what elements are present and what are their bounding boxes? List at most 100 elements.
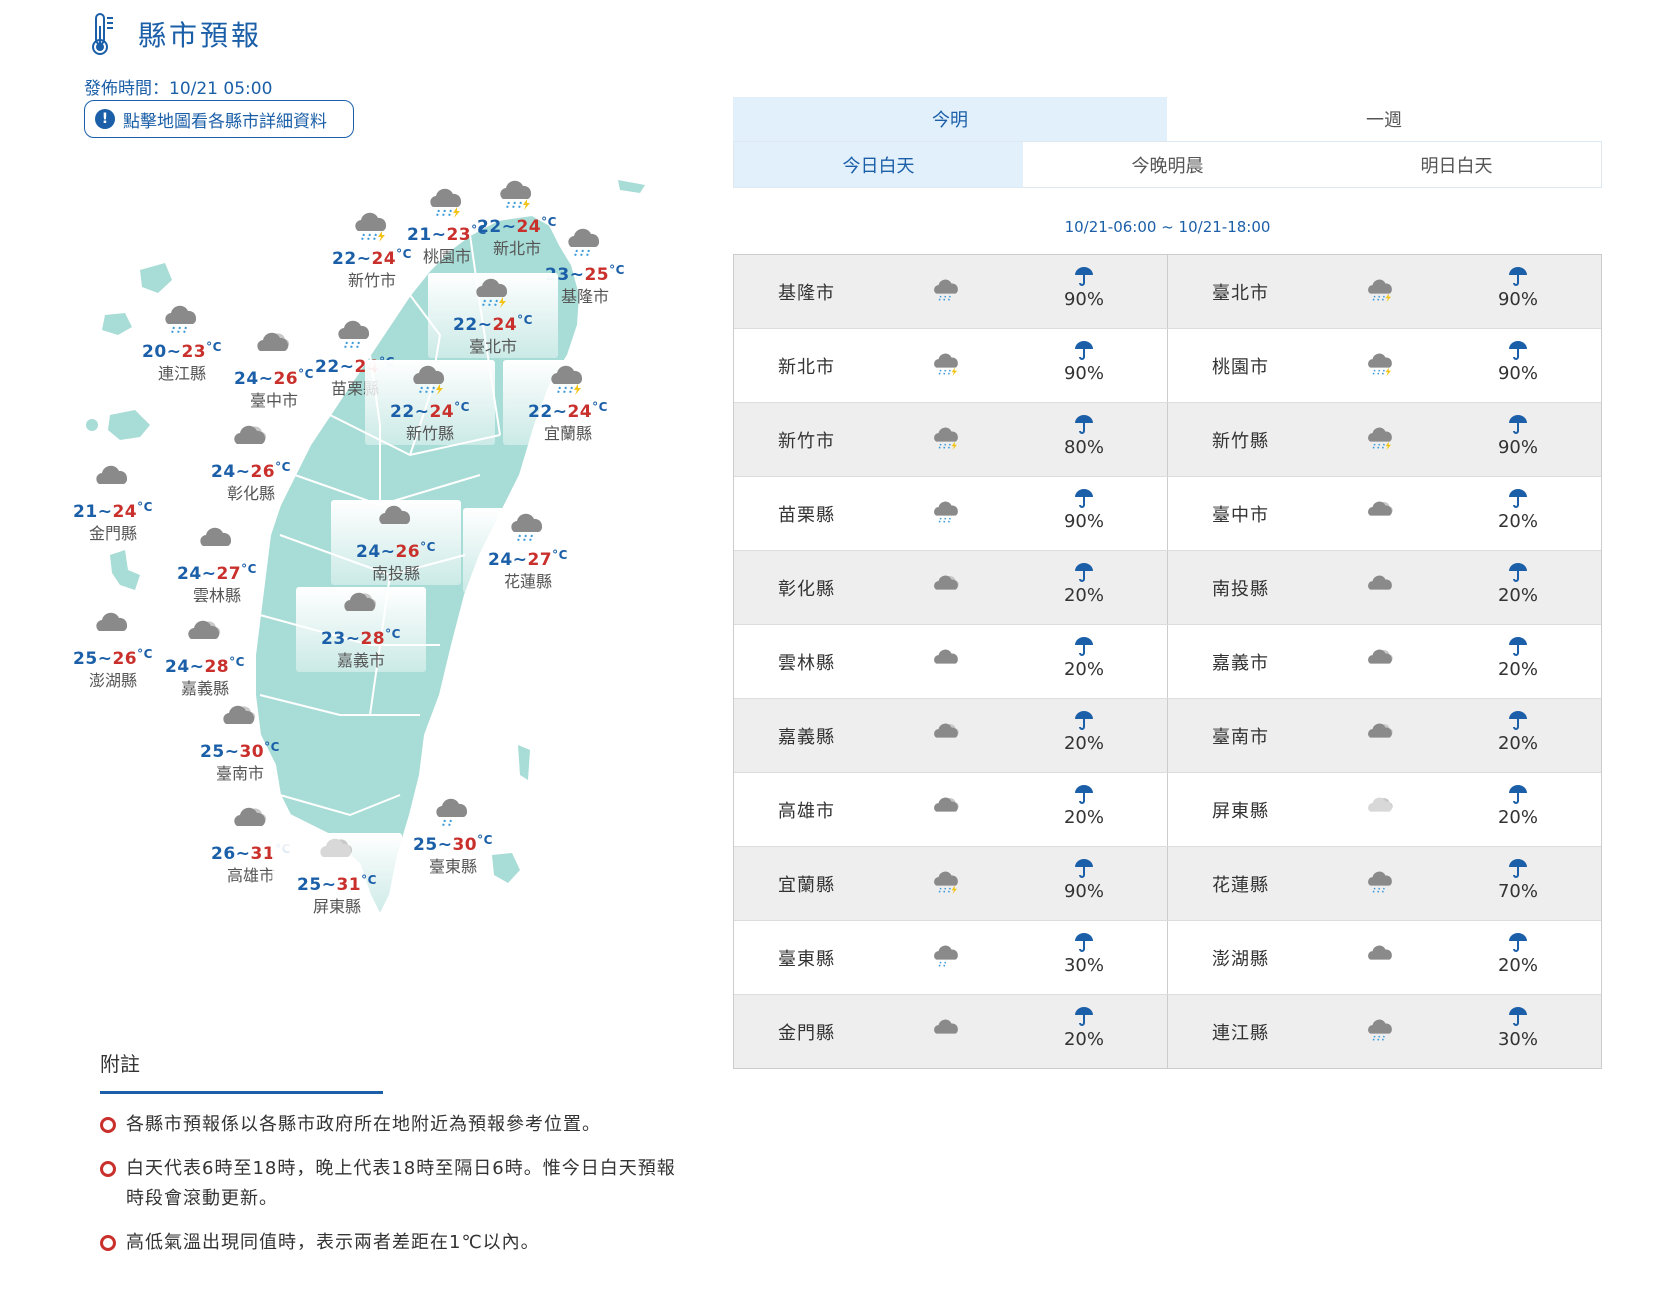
rain-probability: 20% — [1488, 487, 1548, 535]
rain-percent: 20% — [1497, 659, 1538, 680]
umbrella-icon — [1073, 857, 1095, 879]
forecast-cell[interactable]: 屏東縣 20% — [1167, 773, 1601, 846]
temp-sep: ~ — [339, 357, 355, 377]
umbrella-icon — [1073, 339, 1095, 361]
rain-probability: 20% — [1488, 709, 1548, 757]
map-city-temp: 25~31°C — [272, 869, 402, 896]
degree-c: °C — [275, 460, 291, 474]
note-text: 白天代表6時至18時，晚上代表18時至隔日6時。惟今日白天預報時段會滾動更新。 — [126, 1158, 676, 1209]
temp-low: 22 — [453, 315, 478, 335]
map-city-forecast[interactable]: 25~31°C 屏東縣 — [272, 833, 402, 918]
cloudy-icon — [930, 719, 964, 747]
map-city-forecast[interactable]: 22~24°C 新北市 — [452, 175, 582, 260]
forecast-cell[interactable]: 高雄市 20% — [734, 773, 1167, 846]
forecast-cell[interactable]: 雲林縣 20% — [734, 625, 1167, 698]
rain-probability: 20% — [1054, 1005, 1114, 1053]
temp-low: 22 — [477, 217, 502, 237]
map-city-name: 嘉義市 — [336, 651, 385, 670]
cloudy-icon — [1364, 719, 1398, 747]
map-city-name: 澎湖縣 — [88, 671, 137, 690]
tab-today-tomorrow[interactable]: 今明 — [733, 97, 1167, 141]
overcast-icon — [91, 460, 135, 496]
forecast-cell[interactable]: 臺中市 20% — [1167, 477, 1601, 550]
forecast-cell[interactable]: 新竹市 80% — [734, 403, 1167, 476]
city-name: 新北市 — [778, 357, 835, 378]
rain-percent: 20% — [1497, 733, 1538, 754]
forecast-cell[interactable]: 臺北市 90% — [1167, 255, 1601, 328]
map-city-name: 基隆市 — [560, 287, 609, 306]
rain-thunder-icon — [930, 423, 964, 451]
map-city-forecast[interactable]: 22~24°C 臺北市 — [428, 273, 558, 358]
rain-probability: 90% — [1488, 265, 1548, 313]
temp-sep: ~ — [321, 875, 337, 895]
temp-low: 25 — [73, 649, 98, 669]
map-city-forecast[interactable]: 21~24°C 金門縣 — [48, 460, 178, 545]
rain-icon — [930, 275, 964, 303]
forecast-cell[interactable]: 澎湖縣 20% — [1167, 921, 1601, 994]
degree-c: °C — [137, 500, 153, 514]
forecast-cell[interactable]: 新北市 90% — [734, 329, 1167, 402]
cloudy-icon — [252, 327, 296, 363]
degree-c: °C — [137, 647, 153, 661]
tab-tomorrow-day[interactable]: 明日白天 — [1420, 155, 1493, 177]
map-hint-button[interactable]: ! 點擊地圖看各縣市詳細資料 — [84, 100, 354, 138]
forecast-cell[interactable]: 南投縣 20% — [1167, 551, 1601, 624]
table-row: 新北市 90% 桃園市 90% — [734, 329, 1601, 403]
degree-c: °C — [477, 833, 493, 847]
tab-today-day[interactable]: 今日白天 — [734, 142, 1023, 187]
rain-thunder-icon — [1364, 275, 1398, 303]
map-city-forecast[interactable]: 23~28°C 嘉義市 — [296, 587, 426, 672]
map-city-forecast[interactable]: 22~24°C 新竹市 — [307, 207, 437, 292]
map-city-forecast[interactable]: 22~24°C 新竹縣 — [365, 360, 495, 445]
map-city-forecast[interactable]: 25~26°C 澎湖縣 — [48, 607, 178, 692]
forecast-cell[interactable]: 新竹縣 90% — [1167, 403, 1601, 476]
map-city-forecast[interactable]: 22~24°C 宜蘭縣 — [503, 360, 633, 445]
rain-probability: 20% — [1054, 783, 1114, 831]
temp-sep: ~ — [414, 402, 430, 422]
forecast-cell[interactable]: 嘉義縣 20% — [734, 699, 1167, 772]
forecast-cell[interactable]: 臺東縣 30% — [734, 921, 1167, 994]
temp-high: 24 — [371, 249, 397, 269]
city-name: 桃園市 — [1212, 357, 1269, 378]
temp-sep: ~ — [166, 342, 182, 362]
map-city-forecast[interactable]: 24~27°C 花蓮縣 — [463, 508, 593, 593]
forecast-cell[interactable]: 臺南市 20% — [1167, 699, 1601, 772]
map-city-forecast[interactable]: 24~27°C 雲林縣 — [152, 522, 282, 607]
map-city-temp: 22~24°C — [307, 243, 437, 270]
map-city-forecast[interactable]: 25~30°C 臺南市 — [175, 700, 305, 785]
tab-tonight[interactable]: 今晚明晨 — [1131, 155, 1204, 177]
city-name: 彰化縣 — [778, 579, 835, 600]
map-city-forecast[interactable]: 21~23°C 桃園市 — [382, 183, 512, 268]
map-city-forecast[interactable]: 24~26°C 彰化縣 — [186, 420, 316, 505]
map-city-forecast[interactable]: 24~26°C 臺中市 — [209, 327, 339, 412]
map-city-forecast[interactable]: 25~30°C 臺東縣 — [388, 793, 518, 878]
map-city-forecast[interactable]: 20~23°C 連江縣 — [117, 300, 247, 385]
notes-section: 附註 各縣市預報係以各縣市政府所在地附近為預報參考位置。 白天代表6時至18時，… — [100, 1048, 680, 1272]
temp-low: 24 — [177, 564, 202, 584]
forecast-cell[interactable]: 金門縣 20% — [734, 995, 1167, 1068]
forecast-cell[interactable]: 苗栗縣 90% — [734, 477, 1167, 550]
map-city-forecast[interactable]: 24~28°C 嘉義縣 — [140, 615, 270, 700]
forecast-cell[interactable]: 嘉義市 20% — [1167, 625, 1601, 698]
taiwan-map[interactable]: 22~24°C新竹市21~23°C桃園市22~24°C新北市23~25°C基隆市… — [73, 175, 700, 995]
forecast-cell[interactable]: 宜蘭縣 90% — [734, 847, 1167, 920]
map-city-forecast[interactable]: 24~26°C 南投縣 — [331, 500, 461, 585]
overcast-icon — [195, 522, 239, 558]
temp-sep: ~ — [97, 649, 113, 669]
forecast-cell[interactable]: 基隆市 90% — [734, 255, 1167, 328]
rain-percent: 90% — [1497, 437, 1538, 458]
overcast-icon — [374, 500, 418, 536]
cloudy-icon — [1364, 497, 1398, 525]
forecast-cell[interactable]: 彰化縣 20% — [734, 551, 1167, 624]
tab-week[interactable]: 一週 — [1366, 110, 1402, 131]
rain-percent: 20% — [1063, 585, 1104, 606]
forecast-cell[interactable]: 桃園市 90% — [1167, 329, 1601, 402]
degree-c: °C — [396, 247, 412, 261]
forecast-cell[interactable]: 連江縣 30% — [1167, 995, 1601, 1068]
umbrella-icon — [1073, 1005, 1095, 1027]
forecast-cell[interactable]: 花蓮縣 70% — [1167, 847, 1601, 920]
city-name: 臺東縣 — [778, 949, 835, 970]
umbrella-icon — [1073, 561, 1095, 583]
temp-sep: ~ — [569, 265, 585, 285]
